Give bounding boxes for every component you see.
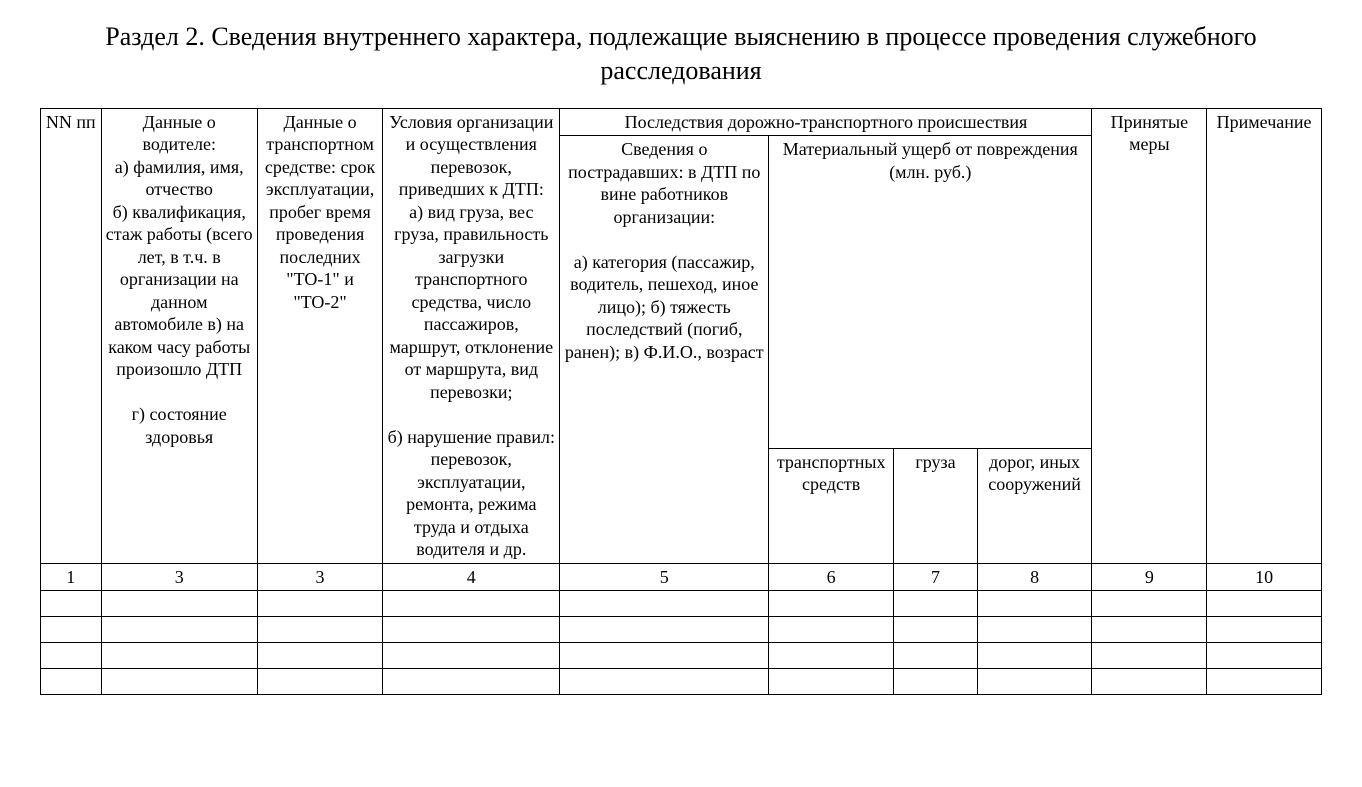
header-consequences-group: Последствия дорожно-транспортного происш… [560,108,1092,136]
colnum-8: 8 [977,563,1092,591]
header-victims: Сведения о пострадавших: в ДТП по вине р… [560,136,769,564]
colnum-10: 10 [1207,563,1322,591]
colnum-5: 5 [560,563,769,591]
header-driver-data: Данные о водителе: а) фамилия, имя, отче… [101,108,257,563]
empty-cell [977,643,1092,669]
header-conditions: Условия организации и осуществления пере… [383,108,560,563]
empty-data-row [41,643,1322,669]
empty-cell [1092,591,1207,617]
header-measures: Принятые меры [1092,108,1207,563]
column-number-row: 1 3 3 4 5 6 7 8 9 10 [41,563,1322,591]
empty-cell [1207,617,1322,643]
empty-data-row [41,591,1322,617]
empty-cell [1207,643,1322,669]
empty-cell [383,591,560,617]
empty-cell [101,617,257,643]
empty-cell [560,643,769,669]
empty-cell [257,617,382,643]
empty-cell [1092,617,1207,643]
empty-cell [41,643,102,669]
header-damage-transport: транспортных средств [769,448,894,563]
header-damage-cargo: груза [894,448,977,563]
empty-cell [257,643,382,669]
header-damage-group: Материальный ущерб от повреждения (млн. … [769,136,1092,449]
empty-cell [894,591,977,617]
empty-cell [977,669,1092,695]
empty-cell [769,643,894,669]
empty-cell [769,617,894,643]
empty-cell [769,669,894,695]
investigation-table: NN пп Данные о водителе: а) фамилия, имя… [40,108,1322,696]
empty-cell [560,591,769,617]
colnum-2: 3 [101,563,257,591]
empty-data-row [41,669,1322,695]
empty-cell [41,669,102,695]
empty-cell [257,669,382,695]
empty-cell [1092,669,1207,695]
empty-cell [383,643,560,669]
empty-cell [383,669,560,695]
empty-cell [1092,643,1207,669]
colnum-6: 6 [769,563,894,591]
section-title: Раздел 2. Сведения внутреннего характера… [40,20,1322,88]
empty-cell [101,669,257,695]
empty-cell [101,591,257,617]
empty-cell [894,617,977,643]
empty-cell [257,591,382,617]
colnum-3: 3 [257,563,382,591]
colnum-4: 4 [383,563,560,591]
header-note: Примечание [1207,108,1322,563]
empty-cell [894,669,977,695]
empty-cell [101,643,257,669]
empty-cell [1207,591,1322,617]
header-vehicle-data: Данные о транспортном средстве: срок экс… [257,108,382,563]
empty-cell [560,669,769,695]
colnum-1: 1 [41,563,102,591]
empty-cell [894,643,977,669]
empty-cell [769,591,894,617]
empty-cell [383,617,560,643]
empty-cell [977,591,1092,617]
empty-cell [560,617,769,643]
header-damage-roads: дорог, иных сооружений [977,448,1092,563]
empty-cell [977,617,1092,643]
empty-cell [41,591,102,617]
empty-data-row [41,617,1322,643]
empty-cell [41,617,102,643]
colnum-7: 7 [894,563,977,591]
colnum-9: 9 [1092,563,1207,591]
header-nn: NN пп [41,108,102,563]
empty-cell [1207,669,1322,695]
